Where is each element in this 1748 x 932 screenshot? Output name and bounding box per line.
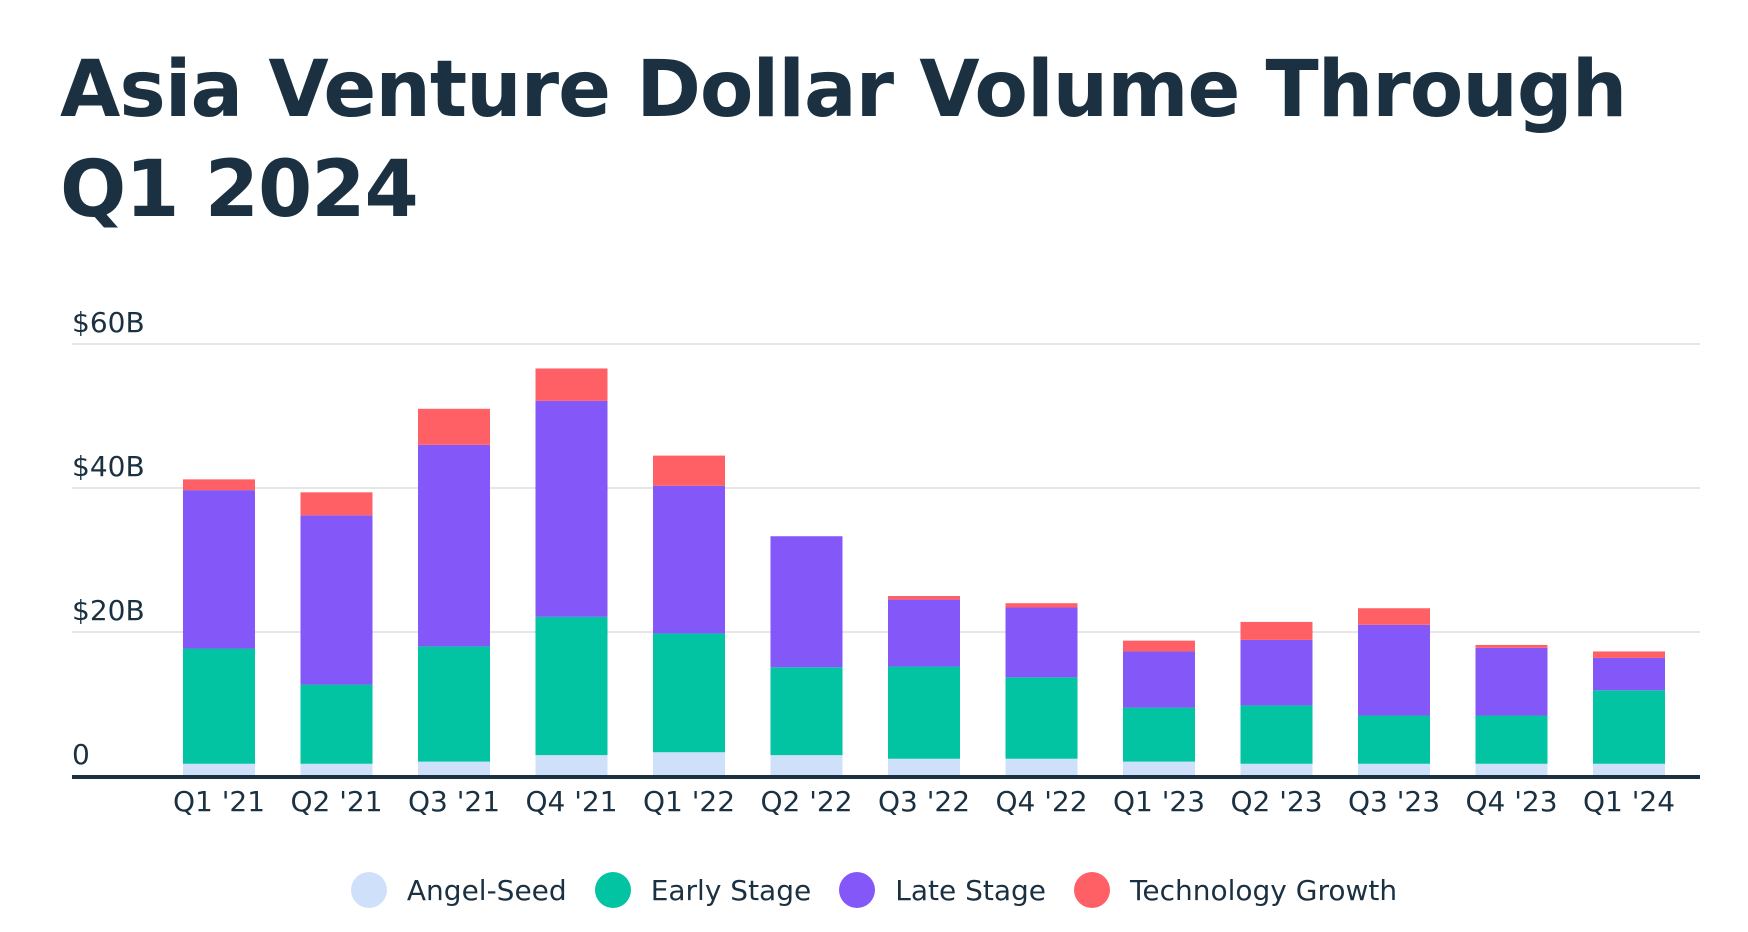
bar-segment-angel-seed — [183, 763, 255, 776]
bar-segment-angel-seed — [1358, 763, 1430, 776]
bar-segment-late-stage — [535, 400, 608, 617]
legend-item: Early Stage — [594, 872, 812, 908]
bar-segment-technology-growth — [1005, 603, 1078, 608]
bar-stack — [1358, 608, 1430, 776]
bar-segment-technology-growth — [1475, 644, 1548, 648]
legend-swatch-icon — [350, 872, 387, 908]
bar-segment-late-stage — [770, 536, 843, 668]
bar-segment-late-stage — [1475, 647, 1548, 716]
bar-segment-early-stage — [418, 646, 490, 762]
y-tick-label: $40B — [72, 450, 145, 483]
bar-stack — [1123, 640, 1195, 776]
bar-segment-early-stage — [1475, 715, 1548, 764]
bar-stack — [1593, 651, 1665, 776]
bar-segment-early-stage — [535, 616, 608, 756]
chart-title: Asia Venture Dollar Volume Through Q1 20… — [60, 45, 1627, 235]
bar-segment-early-stage — [1005, 677, 1078, 759]
x-tick-label: Q4 '21 — [525, 785, 617, 818]
bar-segment-early-stage — [1123, 707, 1195, 762]
bar-segment-technology-growth — [418, 408, 490, 445]
bar-segment-early-stage — [1240, 705, 1313, 764]
bar-stack — [888, 596, 960, 776]
bar-segment-angel-seed — [1475, 763, 1548, 776]
legend-swatch-icon — [1074, 872, 1110, 908]
legend-item: Technology Growth — [1074, 872, 1397, 908]
bar-segment-early-stage — [888, 666, 960, 759]
legend-swatch-icon — [839, 872, 876, 908]
legend-item: Angel-Seed — [350, 872, 567, 908]
y-tick-label: $60B — [72, 306, 145, 339]
bar-segment-angel-seed — [535, 755, 608, 776]
bar-segment-technology-growth — [653, 455, 725, 486]
x-tick-label: Q1 '22 — [643, 785, 735, 818]
bar-segment-late-stage — [1358, 624, 1430, 716]
bar-segment-angel-seed — [418, 761, 490, 776]
legend-swatch-icon — [594, 872, 631, 908]
bar-segment-late-stage — [1240, 639, 1313, 706]
bar-segment-angel-seed — [1005, 758, 1078, 776]
x-tick-label: Q2 '22 — [760, 785, 852, 818]
bar-segment-angel-seed — [300, 763, 373, 776]
bar-stack — [770, 536, 843, 776]
bar-stack — [1475, 644, 1548, 776]
bar-segment-angel-seed — [1240, 763, 1313, 776]
y-tick-label: 0 — [72, 738, 90, 771]
x-tick-label: Q2 '21 — [290, 785, 382, 818]
bar-segment-angel-seed — [1123, 761, 1195, 776]
x-tick-label: Q4 '23 — [1465, 785, 1557, 818]
bar-segment-technology-growth — [1240, 621, 1313, 640]
bar-segment-late-stage — [1593, 657, 1665, 691]
x-tick-label: Q3 '23 — [1348, 785, 1440, 818]
bar-stack — [300, 492, 373, 776]
x-axis-labels: Q1 '21 Q2 '21 Q3 '21 Q4 '21 Q1 '22 Q2 '22 Q3 '… — [173, 785, 1675, 818]
legend: Angel-Seed Early Stage Late Stage Technolog… — [0, 872, 1748, 908]
bar-segment-angel-seed — [888, 758, 960, 776]
legend-label: Technology Growth — [1130, 873, 1398, 907]
x-tick-label: Q3 '22 — [878, 785, 970, 818]
bar-segment-angel-seed — [770, 755, 843, 776]
bar-stack — [1240, 621, 1313, 776]
bar-segment-late-stage — [300, 515, 373, 685]
bar-segment-early-stage — [183, 648, 255, 764]
bar-segment-late-stage — [888, 599, 960, 667]
legend-label: Late Stage — [895, 873, 1046, 907]
bar-segment-technology-growth — [1358, 608, 1430, 625]
legend-item: Late Stage — [839, 872, 1046, 908]
bar-segment-late-stage — [1123, 651, 1195, 708]
bar-segment-early-stage — [300, 684, 373, 764]
bar-segment-technology-growth — [1123, 640, 1195, 652]
bar-segment-angel-seed — [653, 752, 725, 776]
legend-label: Angel-Seed — [406, 873, 567, 907]
x-tick-label: Q1 '21 — [173, 785, 265, 818]
x-tick-label: Q4 '22 — [995, 785, 1087, 818]
x-tick-label: Q1 '23 — [1113, 785, 1205, 818]
bars — [183, 368, 1665, 776]
bar-segment-angel-seed — [1593, 763, 1665, 776]
bar-segment-early-stage — [770, 667, 843, 756]
bar-stack — [1005, 603, 1078, 776]
bar-segment-technology-growth — [1593, 651, 1665, 658]
bar-segment-late-stage — [1005, 607, 1078, 678]
bar-segment-technology-growth — [888, 596, 960, 600]
bar-stack — [183, 479, 255, 776]
x-tick-label: Q2 '23 — [1230, 785, 1322, 818]
x-tick-label: Q1 '24 — [1583, 785, 1675, 818]
bar-segment-technology-growth — [535, 368, 608, 401]
bar-segment-early-stage — [1593, 690, 1665, 764]
bar-segment-late-stage — [183, 490, 255, 649]
bar-segment-late-stage — [418, 444, 490, 647]
chart-plot: 0$20B$40B$60B Q1 '21 Q2 '21 Q3 '21 Q4 '21 Q1… — [72, 306, 1700, 818]
bar-segment-early-stage — [653, 633, 725, 753]
y-axis-ticks: 0 $20B $40B $60B — [72, 306, 145, 771]
bar-segment-technology-growth — [183, 479, 255, 491]
y-tick-label: $20B — [72, 594, 145, 627]
bar-segment-early-stage — [1358, 715, 1430, 764]
bar-segment-late-stage — [653, 485, 725, 634]
legend-label: Early Stage — [650, 873, 812, 907]
bar-stack — [535, 368, 608, 776]
x-tick-label: Q3 '21 — [408, 785, 500, 818]
bar-stack — [418, 408, 490, 776]
bar-segment-technology-growth — [300, 492, 373, 516]
bar-stack — [653, 455, 725, 776]
